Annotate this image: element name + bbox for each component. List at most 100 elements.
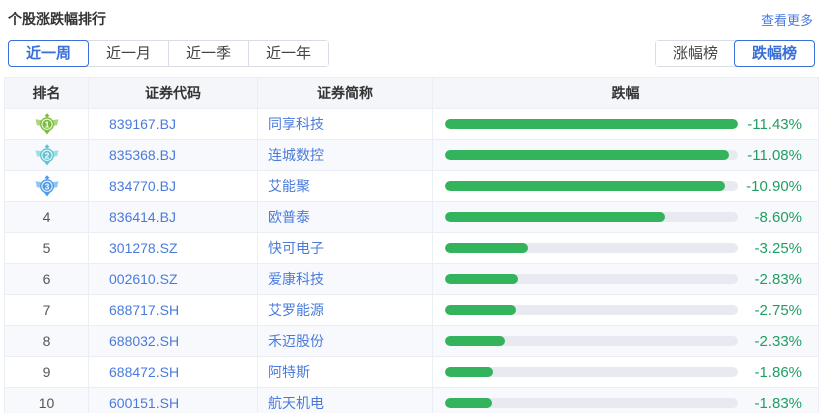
table-row: 6 002610.SZ 爱康科技 -2.83% bbox=[4, 263, 819, 295]
table-row: 2 835368.BJ 连城数控 -11.08% bbox=[4, 139, 819, 171]
table-row: 1 839167.BJ 同享科技 -11.43% bbox=[4, 108, 819, 140]
col-header-code: 证券代码 bbox=[88, 77, 258, 109]
stock-name-link[interactable]: 禾迈股份 bbox=[268, 333, 324, 349]
change-cell: -2.75% bbox=[432, 294, 819, 326]
period-tab-group: 近一周 近一月 近一季 近一年 bbox=[8, 40, 330, 67]
stock-code-cell: 301278.SZ bbox=[88, 232, 258, 264]
stock-code-cell: 688472.SH bbox=[88, 356, 258, 388]
widget-title: 个股涨跌幅排行 bbox=[8, 11, 106, 27]
change-cell: -1.86% bbox=[432, 356, 819, 388]
table-row: 10 600151.SH 航天机电 -1.83% bbox=[4, 387, 819, 413]
board-tab-gainers[interactable]: 涨幅榜 bbox=[655, 41, 735, 66]
change-percent: -11.43% bbox=[747, 115, 802, 133]
board-tab-losers[interactable]: 跌幅榜 bbox=[733, 40, 815, 67]
stock-code-link[interactable]: 839167.BJ bbox=[109, 116, 176, 132]
stock-name-link[interactable]: 欧普泰 bbox=[268, 209, 310, 225]
change-percent: -11.08% bbox=[747, 146, 802, 164]
change-percent: -1.86% bbox=[754, 363, 802, 381]
period-tab-year[interactable]: 近一年 bbox=[248, 41, 329, 66]
rank-cell: 5 bbox=[4, 232, 89, 264]
stock-code-cell: 600151.SH bbox=[88, 387, 258, 413]
change-percent: -2.33% bbox=[754, 332, 802, 350]
svg-text:2: 2 bbox=[44, 150, 49, 160]
table-row: 4 836414.BJ 欧普泰 -8.60% bbox=[4, 201, 819, 233]
change-bar-fill bbox=[445, 212, 666, 222]
stock-name-cell: 阿特斯 bbox=[257, 356, 433, 388]
period-tab-month[interactable]: 近一月 bbox=[88, 41, 169, 66]
change-percent: -2.83% bbox=[754, 270, 802, 288]
stock-name-link[interactable]: 艾能聚 bbox=[268, 178, 310, 194]
rank-cell: 9 bbox=[4, 356, 89, 388]
change-bar-track bbox=[445, 119, 738, 129]
change-bar-fill bbox=[445, 305, 516, 315]
col-header-name: 证券简称 bbox=[257, 77, 433, 109]
change-bar-fill bbox=[445, 367, 493, 377]
stock-name-link[interactable]: 同享科技 bbox=[268, 116, 324, 132]
change-cell: -11.43% bbox=[432, 108, 819, 140]
stock-code-link[interactable]: 688472.SH bbox=[109, 364, 180, 380]
ranking-table: 排名 证券代码 证券简称 跌幅 1 839167.BJ 同享科技 -11.43% 2 83… bbox=[4, 77, 819, 413]
svg-text:1: 1 bbox=[44, 119, 49, 129]
stock-name-cell: 同享科技 bbox=[257, 108, 433, 140]
stock-name-link[interactable]: 爱康科技 bbox=[268, 271, 324, 287]
change-bar-track bbox=[445, 367, 738, 377]
change-bar-track bbox=[445, 181, 738, 191]
change-bar-track bbox=[445, 212, 738, 222]
table-row: 3 834770.BJ 艾能聚 -10.90% bbox=[4, 170, 819, 202]
stock-name-link[interactable]: 艾罗能源 bbox=[268, 302, 324, 318]
change-bar-fill bbox=[445, 243, 529, 253]
rank-medal-icon: 3 bbox=[35, 175, 58, 197]
stock-code-link[interactable]: 834770.BJ bbox=[109, 178, 176, 194]
stock-name-link[interactable]: 连城数控 bbox=[268, 147, 324, 163]
change-bar-fill bbox=[445, 398, 492, 408]
table-row: 8 688032.SH 禾迈股份 -2.33% bbox=[4, 325, 819, 357]
change-bar-track bbox=[445, 398, 738, 408]
stock-code-cell: 688717.SH bbox=[88, 294, 258, 326]
controls-row: 近一周 近一月 近一季 近一年 涨幅榜 跌幅榜 bbox=[8, 40, 815, 67]
change-cell: -8.60% bbox=[432, 201, 819, 233]
change-bar-fill bbox=[445, 274, 518, 284]
stock-name-link[interactable]: 快可电子 bbox=[268, 240, 324, 256]
rank-medal-icon: 2 bbox=[35, 144, 58, 166]
period-tab-week[interactable]: 近一周 bbox=[8, 40, 90, 67]
change-percent: -8.60% bbox=[754, 208, 802, 226]
rank-cell: 10 bbox=[4, 387, 89, 413]
stock-code-link[interactable]: 836414.BJ bbox=[109, 209, 176, 225]
stock-name-cell: 快可电子 bbox=[257, 232, 433, 264]
rank-cell: 2 bbox=[4, 139, 89, 171]
stock-code-cell: 836414.BJ bbox=[88, 201, 258, 233]
period-tab-quarter[interactable]: 近一季 bbox=[168, 41, 249, 66]
change-bar-fill bbox=[445, 119, 738, 129]
rank-cell: 4 bbox=[4, 201, 89, 233]
stock-code-link[interactable]: 002610.SZ bbox=[109, 271, 178, 287]
change-bar-track bbox=[445, 305, 738, 315]
change-bar-track bbox=[445, 243, 738, 253]
change-percent: -10.90% bbox=[746, 177, 802, 195]
change-bar-track bbox=[445, 336, 738, 346]
stock-code-link[interactable]: 835368.BJ bbox=[109, 147, 176, 163]
rank-cell: 7 bbox=[4, 294, 89, 326]
stock-code-link[interactable]: 688032.SH bbox=[109, 333, 180, 349]
board-tab-group: 涨幅榜 跌幅榜 bbox=[654, 40, 815, 67]
stock-code-cell: 839167.BJ bbox=[88, 108, 258, 140]
table-row: 9 688472.SH 阿特斯 -1.86% bbox=[4, 356, 819, 388]
stock-name-cell: 禾迈股份 bbox=[257, 325, 433, 357]
svg-text:3: 3 bbox=[44, 181, 49, 191]
stock-code-cell: 002610.SZ bbox=[88, 263, 258, 295]
change-bar-fill bbox=[445, 181, 725, 191]
stock-name-link[interactable]: 航天机电 bbox=[268, 395, 324, 411]
stock-code-link[interactable]: 301278.SZ bbox=[109, 240, 178, 256]
stock-name-link[interactable]: 阿特斯 bbox=[268, 364, 310, 380]
rank-cell: 8 bbox=[4, 325, 89, 357]
stock-code-link[interactable]: 688717.SH bbox=[109, 302, 180, 318]
rank-cell: 3 bbox=[4, 170, 89, 202]
change-cell: -2.83% bbox=[432, 263, 819, 295]
stock-name-cell: 欧普泰 bbox=[257, 201, 433, 233]
stock-code-link[interactable]: 600151.SH bbox=[109, 395, 180, 411]
stock-code-cell: 688032.SH bbox=[88, 325, 258, 357]
widget-header: 个股涨跌幅排行 查看更多 bbox=[0, 0, 823, 29]
stock-code-cell: 835368.BJ bbox=[88, 139, 258, 171]
table-row: 7 688717.SH 艾罗能源 -2.75% bbox=[4, 294, 819, 326]
view-more-link[interactable]: 查看更多 bbox=[760, 12, 813, 28]
